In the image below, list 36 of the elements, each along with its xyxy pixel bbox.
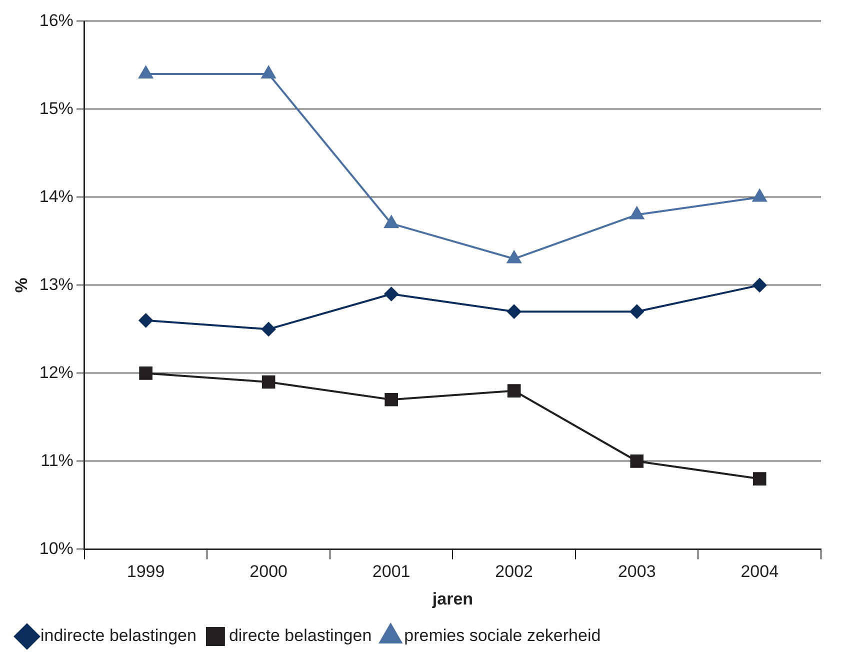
x-tick-label: 2002 (495, 562, 534, 582)
y-tick-label: 13% (39, 274, 74, 294)
point (384, 216, 398, 228)
point (138, 66, 153, 78)
point (262, 66, 276, 78)
legend-label: premies sociale zekerheid (404, 626, 601, 646)
point (752, 278, 767, 292)
legend-label: directe belastingen (228, 626, 372, 646)
y-tick-label: 11% (40, 450, 74, 470)
point (507, 384, 521, 398)
legend-label: indirecte belastingen (40, 626, 196, 646)
x-axis-title: jaren (431, 589, 474, 608)
y-tick-label: 14% (39, 186, 74, 206)
y-tick-label: 16% (39, 10, 74, 30)
point (262, 375, 276, 389)
x-tick-label: 2000 (250, 562, 288, 582)
x-tick-label: 1999 (126, 562, 165, 582)
y-tick-label: 15% (39, 98, 74, 118)
y-tick-label: 10% (39, 538, 74, 558)
point (262, 322, 276, 336)
point (139, 366, 152, 380)
point (630, 304, 644, 319)
x-tick-label: 2001 (372, 562, 410, 582)
y-tick-label: 12% (39, 362, 74, 382)
point (752, 189, 767, 202)
point (752, 472, 766, 486)
x-tick-label: 2003 (618, 562, 656, 582)
point (507, 250, 522, 264)
x-tick-label: 2004 (740, 562, 779, 582)
y-axis-title: % (12, 278, 31, 293)
point (630, 454, 644, 468)
point (384, 287, 398, 301)
point (138, 313, 153, 328)
point (630, 206, 644, 220)
point (384, 392, 398, 406)
point (507, 304, 522, 319)
